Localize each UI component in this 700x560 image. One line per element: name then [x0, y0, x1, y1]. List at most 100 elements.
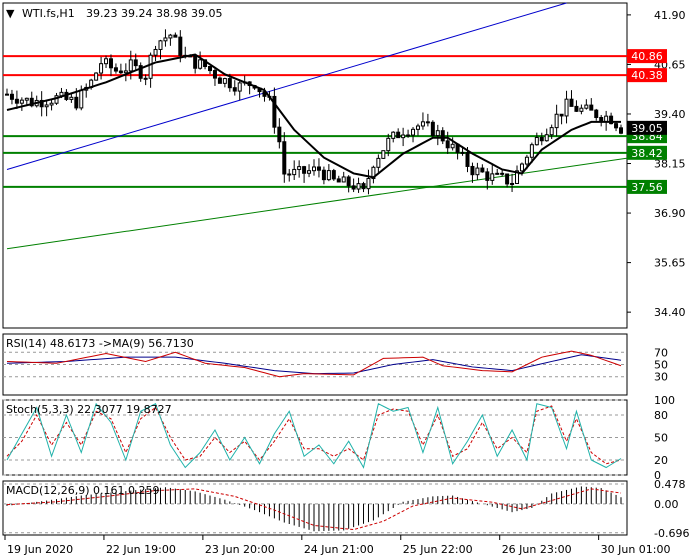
candle-body [411, 128, 416, 136]
level-label: 40.86 [631, 50, 663, 63]
candle-body [212, 70, 217, 79]
candle-body [5, 93, 9, 96]
candle-body [589, 104, 594, 111]
rsi-label: RSI(14) 48.6173 ->MA(9) 56.7130 [6, 337, 194, 350]
candle-body [217, 77, 222, 84]
candle-body [510, 182, 515, 185]
stoch-label: Stoch(5,3,3) 22.3077 19.8727 [6, 403, 172, 416]
candle-body [435, 130, 440, 137]
candle-body [128, 59, 133, 72]
stoch-main-line [6, 402, 622, 469]
candle-body [599, 117, 604, 122]
candle-body [425, 121, 430, 124]
level-label-box [627, 179, 667, 194]
candle-body [321, 169, 326, 181]
candle-body [619, 127, 623, 134]
candle-body [614, 123, 619, 129]
pane-tick-label: 0.00 [654, 498, 679, 511]
level-label: 40.38 [631, 69, 663, 82]
candle-body [237, 82, 242, 92]
candle-body [475, 167, 480, 176]
candle-body [500, 172, 505, 175]
candle-body [569, 98, 574, 107]
candle-body [470, 165, 475, 176]
candle-body [544, 134, 549, 142]
candle-body [104, 58, 109, 65]
candle-body [297, 166, 302, 170]
candlesticks [5, 29, 623, 195]
candle-body [138, 65, 143, 79]
candle-body [326, 170, 331, 181]
candle-body [524, 156, 529, 165]
level-label: 37.56 [631, 181, 663, 194]
candle-body [604, 115, 609, 122]
candle-body [123, 70, 128, 74]
pane-tick-label: -0.696 [654, 527, 689, 540]
candle-body [371, 166, 376, 180]
candle-body [440, 130, 445, 142]
trend-line [6, 157, 631, 250]
candle-body [69, 96, 74, 100]
candle-body [49, 102, 54, 106]
rsi-line [6, 350, 622, 378]
price-tick-label: 38.15 [654, 158, 686, 171]
candle-body [143, 77, 148, 80]
candle-body [391, 131, 396, 139]
candle-body [307, 170, 312, 174]
candle-body [133, 59, 138, 67]
current-price-box [627, 120, 667, 135]
macd-label: MACD(12,26,9) 0.161 0.259 [6, 484, 160, 497]
collapse-arrow-icon[interactable]: ▼ [6, 7, 15, 20]
candle-body [420, 121, 425, 127]
candle-body [19, 99, 24, 104]
candle-body [609, 115, 614, 125]
candle-body [366, 178, 371, 190]
macd-signal-line [6, 488, 622, 531]
candle-body [178, 36, 183, 56]
current-price-label: 39.05 [631, 122, 663, 135]
candle-body [316, 166, 321, 171]
price-tick-label: 39.40 [654, 108, 686, 121]
candle-body [118, 70, 123, 74]
candle-body [148, 54, 153, 79]
price-tick-label: 34.40 [654, 306, 686, 319]
candle-body [495, 172, 500, 175]
candle-body [554, 113, 559, 129]
candle-body [193, 55, 198, 69]
price-tick-label: 35.65 [654, 257, 686, 270]
pane-tick-label: 50 [654, 432, 668, 445]
trend-line [6, 2, 567, 170]
candle-body [564, 98, 569, 117]
candle-body [39, 99, 44, 108]
candle-body [559, 113, 564, 117]
price-tick-label: 41.90 [654, 9, 686, 22]
trend-lines [6, 2, 631, 250]
candle-body [277, 126, 282, 143]
candle-body [173, 34, 178, 38]
symbol-label: WTI.fs,H1 [22, 7, 75, 20]
candle-body [153, 48, 158, 56]
candle-body [227, 78, 232, 89]
candle-body [490, 173, 495, 181]
candle-body [401, 134, 406, 139]
candle-body [346, 176, 351, 187]
level-label-box [627, 49, 667, 64]
candle-body [14, 98, 19, 104]
candle-body [430, 121, 435, 137]
candle-body [361, 183, 366, 190]
candle-body [515, 170, 520, 184]
candle-body [208, 65, 213, 72]
time-axis: 19 Jun 2020 22 Jun 19:00 23 Jun 20:00 24 Ju… [4, 535, 671, 556]
candle-body [445, 140, 450, 149]
candle-body [9, 93, 14, 100]
candle-body [594, 109, 599, 119]
price-tick-label: 36.90 [654, 207, 686, 220]
candle-body [450, 143, 455, 149]
candle-body [29, 97, 34, 107]
candle-body [529, 144, 534, 158]
candle-body [381, 150, 386, 159]
candle-body [113, 67, 118, 72]
